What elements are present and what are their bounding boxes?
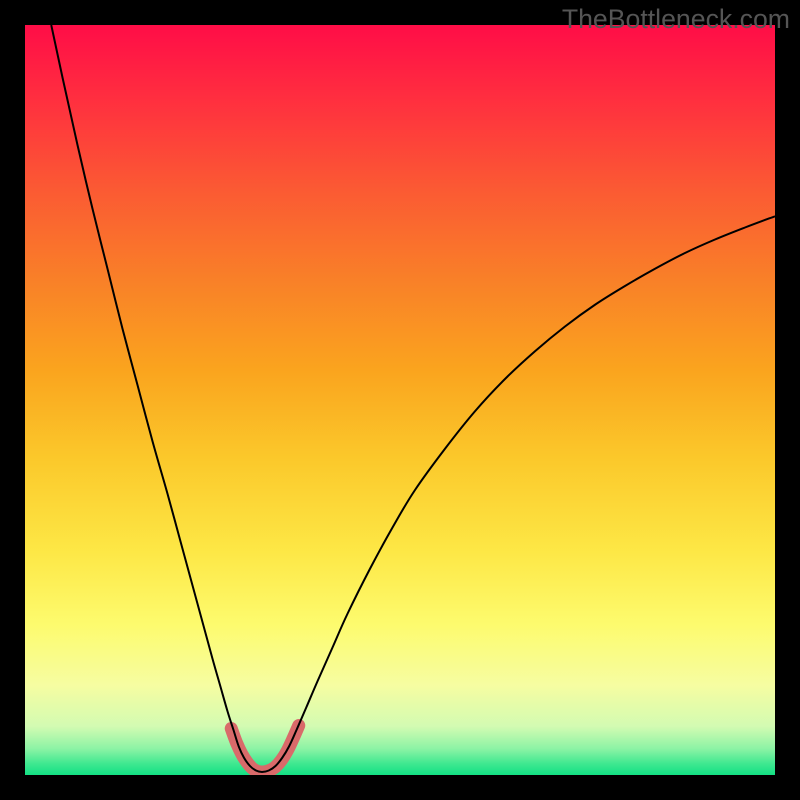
chart-background [25, 25, 775, 775]
watermark-text: TheBottleneck.com [562, 4, 790, 35]
bottleneck-curve-chart [0, 0, 800, 800]
chart-frame: TheBottleneck.com [0, 0, 800, 800]
